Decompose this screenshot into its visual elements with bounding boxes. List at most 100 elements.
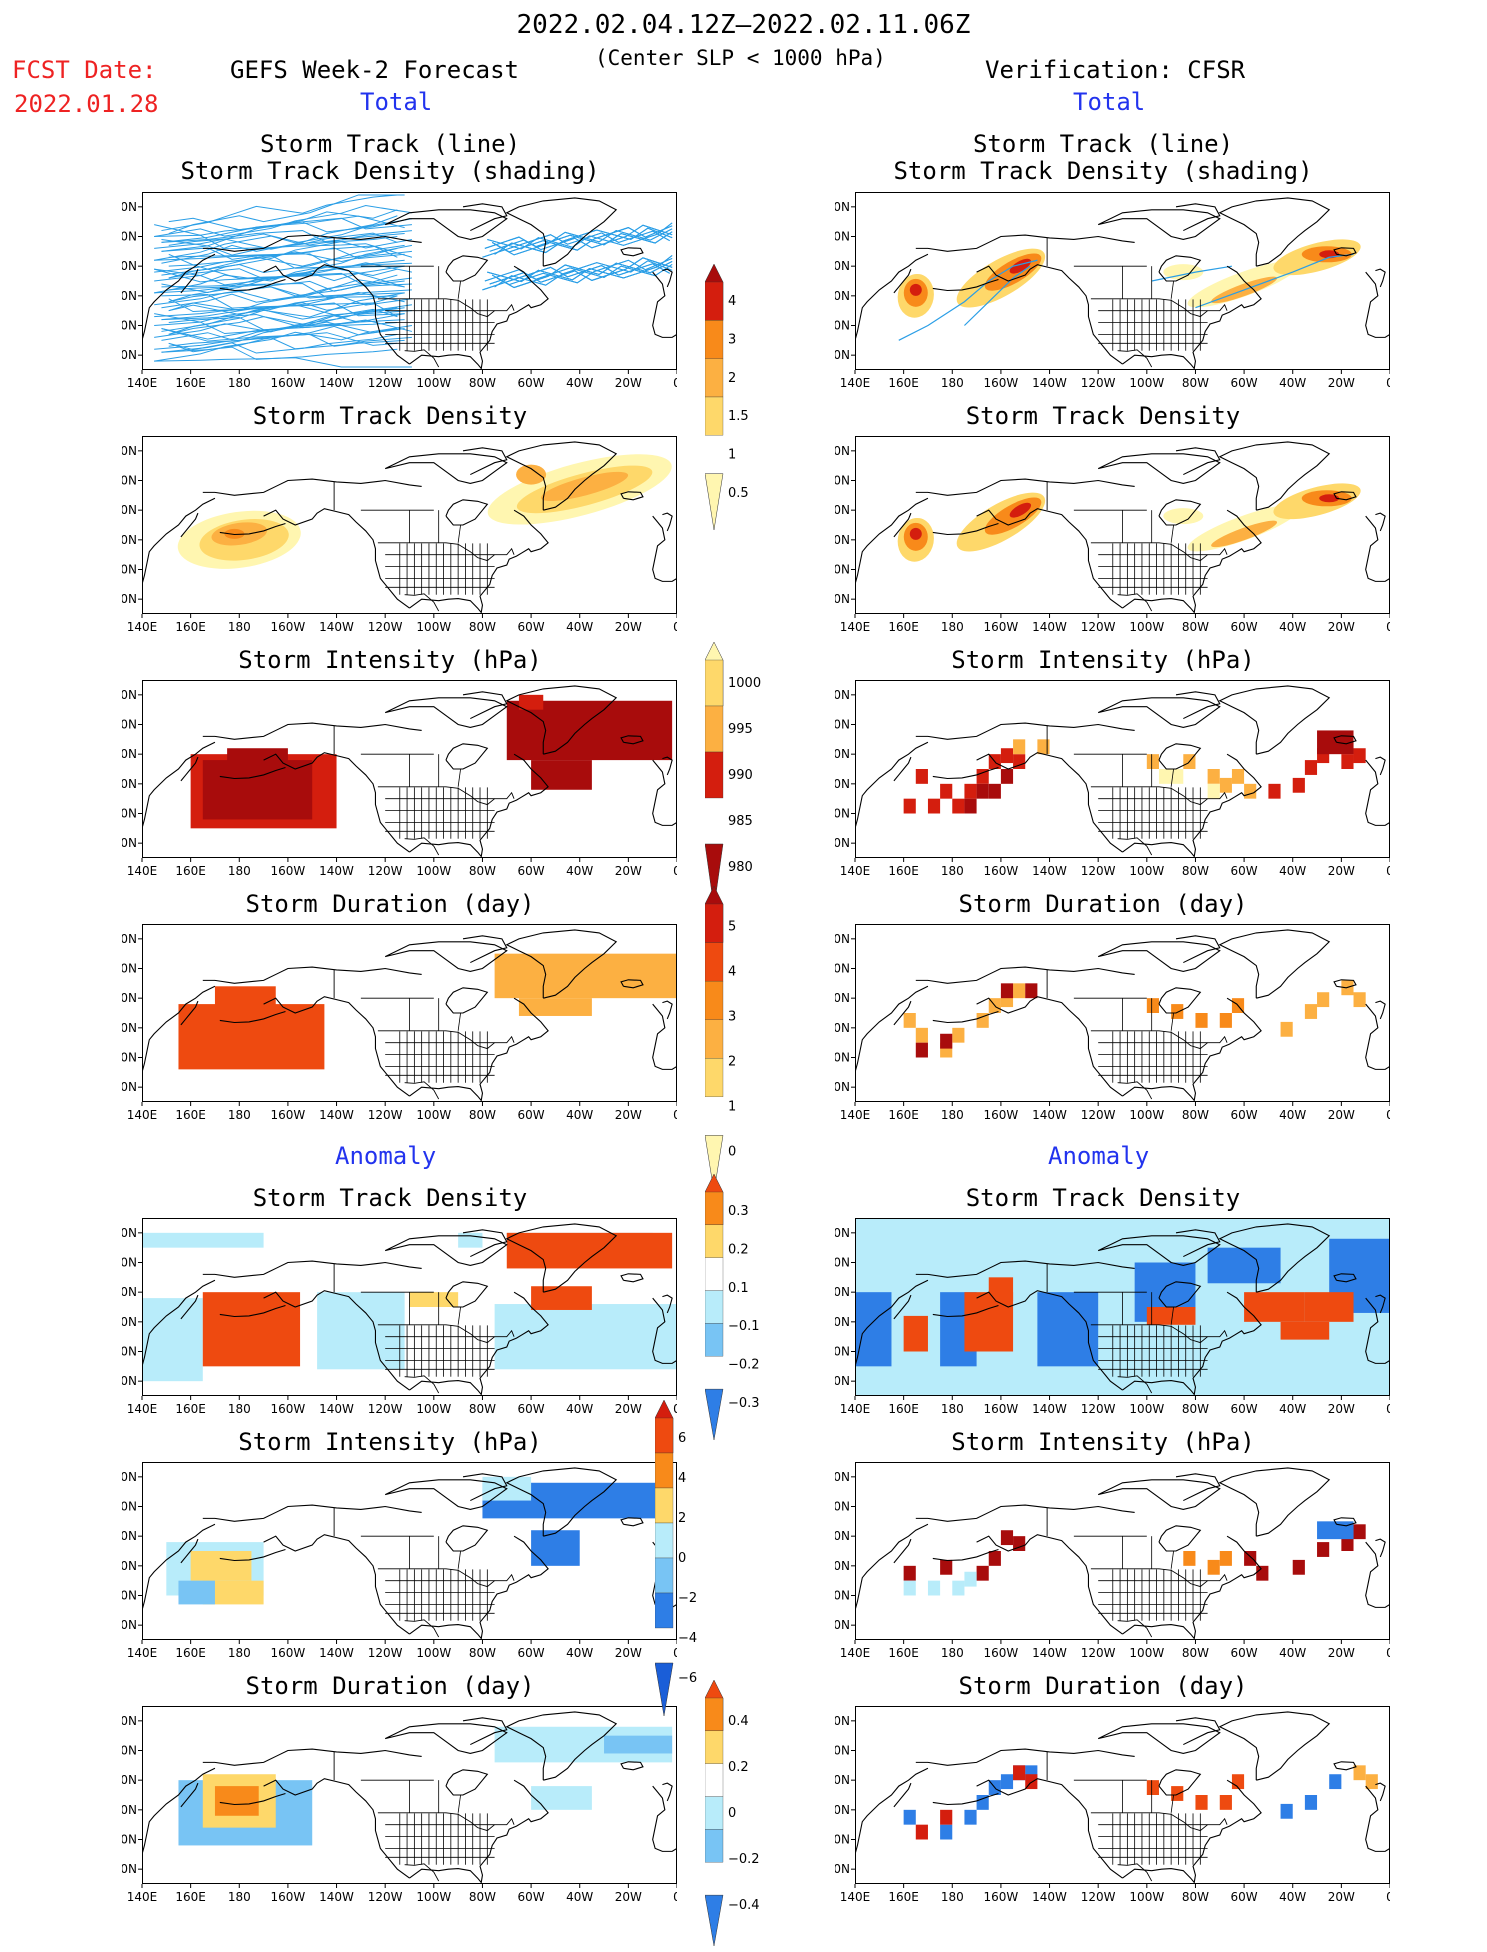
colorbar-tick-label: −0.3: [728, 1396, 760, 1411]
lon-tick-label: 40W: [566, 1108, 593, 1122]
lat-tick-label: 40N: [835, 1833, 850, 1847]
lat-tick-label: 30N: [835, 1618, 850, 1632]
lon-tick-label: 140W: [319, 1646, 354, 1660]
lon-tick-label: 140W: [1032, 1402, 1067, 1416]
lon-tick-label: 120W: [368, 376, 403, 390]
lat-tick-label: 30N: [122, 348, 137, 362]
lon-tick-label: 140W: [319, 1108, 354, 1122]
lon-tick-label: 120W: [1081, 1890, 1116, 1904]
colorbar-tick-label: 4: [678, 1471, 686, 1486]
lon-tick-label: 120W: [1081, 376, 1116, 390]
colorbar-tick-label: 3: [728, 1010, 736, 1025]
lon-tick-label: 0: [673, 1402, 677, 1416]
lat-tick-label: 50N: [122, 1021, 137, 1035]
left-anom-intensity-title: Storm Intensity (hPa): [238, 1428, 542, 1456]
lon-tick-label: 60W: [518, 1890, 545, 1904]
lon-tick-label: 100W: [416, 620, 451, 634]
lat-tick-label: 40N: [122, 1345, 137, 1359]
map-verif-anom-duration: 80N 70N 60N 50N 40N 30N 140E 160E 180 160W 140W 120…: [835, 1706, 1390, 1912]
lon-tick-label: 180: [941, 620, 964, 634]
right-total-label: Total: [1073, 88, 1146, 116]
lon-tick-label: 140E: [840, 1108, 871, 1122]
lat-tick-label: 40N: [122, 563, 137, 577]
subtitle: (Center SLP < 1000 hPa): [595, 46, 886, 70]
lon-tick-label: 160W: [271, 864, 306, 878]
lon-tick-label: 60W: [1231, 1646, 1258, 1660]
lat-tick-label: 50N: [835, 777, 850, 791]
lat-tick-label: 50N: [122, 289, 137, 303]
lat-tick-label: 50N: [122, 1559, 137, 1573]
lon-tick-label: 160W: [271, 1646, 306, 1660]
lon-tick-label: 20W: [1328, 620, 1355, 634]
lon-tick-label: 100W: [416, 1646, 451, 1660]
lon-tick-label: 160E: [888, 620, 919, 634]
lon-tick-label: 20W: [615, 864, 642, 878]
lon-tick-label: 40W: [1279, 620, 1306, 634]
lon-tick-label: 120W: [1081, 620, 1116, 634]
lon-tick-label: 40W: [1279, 1402, 1306, 1416]
lon-tick-label: 140W: [1032, 1108, 1067, 1122]
lon-tick-label: 0: [673, 1108, 677, 1122]
colorbar-tick-label: 0.3: [728, 1204, 749, 1219]
lon-tick-label: 80W: [469, 620, 496, 634]
colorbar-tick-label: 990: [728, 768, 753, 783]
lon-tick-label: 160W: [984, 1108, 1019, 1122]
map-fcst-anom-density: 80N 70N 60N 50N 40N 30N 140E 160E 180 160W 140W 120…: [122, 1218, 677, 1424]
colorbar-tick-label: 1000: [728, 676, 761, 691]
lon-tick-label: 140E: [127, 376, 158, 390]
lon-tick-label: 40W: [1279, 864, 1306, 878]
lat-tick-label: 60N: [122, 991, 137, 1005]
lon-tick-label: 120W: [368, 1108, 403, 1122]
lon-tick-label: 160W: [984, 1646, 1019, 1660]
lon-tick-label: 160W: [984, 620, 1019, 634]
lon-tick-label: 160E: [175, 376, 206, 390]
lon-tick-label: 140E: [127, 1402, 158, 1416]
colorbar-tick-label: 5: [728, 920, 736, 935]
lat-tick-label: 80N: [835, 932, 850, 946]
lat-tick-label: 30N: [122, 1862, 137, 1876]
lat-tick-label: 80N: [122, 200, 137, 214]
lat-tick-label: 70N: [122, 718, 137, 732]
map-verif-track: 80N 70N 60N 50N 40N 30N 140E 160E 180 160W 140W 120…: [835, 192, 1390, 398]
colorbar-tick-label: 2: [678, 1511, 686, 1526]
lon-tick-label: 80W: [1182, 620, 1209, 634]
lon-tick-label: 160W: [984, 864, 1019, 878]
map-verif-anom-intensity: 80N 70N 60N 50N 40N 30N 140E 160E 180 160W 140W 120…: [835, 1462, 1390, 1668]
lon-tick-label: 140E: [127, 1108, 158, 1122]
lat-tick-label: 50N: [835, 289, 850, 303]
lat-tick-label: 30N: [835, 348, 850, 362]
lon-tick-label: 180: [941, 1402, 964, 1416]
lon-tick-label: 160E: [175, 1646, 206, 1660]
map-verif-density: 80N 70N 60N 50N 40N 30N 140E 160E 180 160W 140W 120…: [835, 436, 1390, 642]
lat-tick-label: 30N: [122, 1618, 137, 1632]
lon-tick-label: 160E: [175, 1402, 206, 1416]
colorbar-intensity-total: 1000 995 990 985 980: [704, 640, 775, 914]
lat-tick-label: 30N: [835, 592, 850, 606]
lon-tick-label: 160W: [271, 620, 306, 634]
right-anom-duration-title: Storm Duration (day): [958, 1672, 1248, 1700]
lon-tick-label: 40W: [566, 1890, 593, 1904]
colorbar-tick-label: 980: [728, 860, 753, 875]
lon-tick-label: 0: [1386, 1108, 1390, 1122]
lon-tick-label: 140E: [127, 1890, 158, 1904]
lat-tick-label: 70N: [835, 474, 850, 488]
lat-tick-label: 70N: [122, 474, 137, 488]
lon-tick-label: 140E: [127, 864, 158, 878]
lat-tick-label: 70N: [835, 1744, 850, 1758]
lon-tick-label: 100W: [416, 864, 451, 878]
lon-tick-label: 160E: [888, 1890, 919, 1904]
lon-tick-label: 0: [673, 376, 677, 390]
lon-tick-label: 140W: [1032, 864, 1067, 878]
lon-tick-label: 0: [673, 864, 677, 878]
colorbar-tick-label: −0.2: [728, 1358, 760, 1373]
lon-tick-label: 60W: [1231, 864, 1258, 878]
lat-tick-label: 50N: [835, 533, 850, 547]
lon-tick-label: 140E: [840, 1402, 871, 1416]
right-track-title-1: Storm Track (line): [972, 130, 1234, 158]
left-duration-title: Storm Duration (day): [245, 890, 535, 918]
lon-tick-label: 160E: [888, 864, 919, 878]
lon-tick-label: 60W: [1231, 1108, 1258, 1122]
lat-tick-label: 80N: [122, 688, 137, 702]
lon-tick-label: 0: [673, 620, 677, 634]
lon-tick-label: 40W: [566, 1402, 593, 1416]
